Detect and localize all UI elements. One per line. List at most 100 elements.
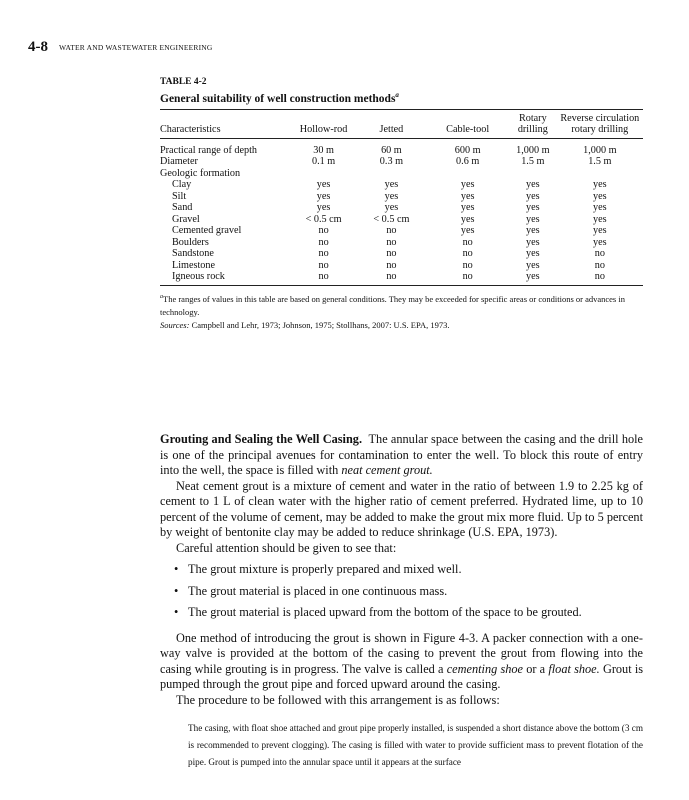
table-cell: no xyxy=(318,259,329,271)
table-row: Limestone no no no yes no xyxy=(160,260,643,272)
table-row: Silt yes yes yes yes yes xyxy=(160,191,643,203)
table-row: Cemented gravel no no yes yes yes xyxy=(160,225,643,237)
table-cell: no xyxy=(556,271,643,286)
body-text: Grouting and Sealing the Well Casing. Th… xyxy=(160,432,643,771)
section-heading: Grouting and Sealing the Well Casing. xyxy=(160,432,363,446)
table-cell: yes xyxy=(593,213,607,225)
table-cell: 0.6 m xyxy=(456,156,480,168)
table-cell: yes xyxy=(526,236,540,248)
table-title-text: General suitability of well construction… xyxy=(160,92,396,105)
table-cell: no xyxy=(594,259,605,271)
table-row: Practical range of depth 30 m 60 m 600 m 1,0… xyxy=(160,138,643,156)
table-row: Clay yes yes yes yes yes xyxy=(160,179,643,191)
paragraph: Careful attention should be given to see… xyxy=(176,540,397,555)
paragraph-text: Grout is pumped through the grout pipe a… xyxy=(160,661,644,692)
table-cell: yes xyxy=(526,190,540,202)
column-header: Jetted xyxy=(356,108,427,139)
table-cell: 30 m xyxy=(313,144,334,156)
paragraph: Neat cement grout is a mixture of cement… xyxy=(160,478,643,540)
table-cell: no xyxy=(386,236,397,248)
footnote-text: The ranges of values in this table are b… xyxy=(160,293,625,317)
paragraph-text: The annular space between the casing and… xyxy=(160,432,643,477)
table-row: Gravel < 0.5 cm < 0.5 cm yes yes yes xyxy=(160,214,643,226)
table-cell: no xyxy=(594,248,605,260)
group-label: Geologic formation xyxy=(160,167,241,179)
table-row: Diameter 0.1 m 0.3 m 0.6 m 1.5 m 1.5 m xyxy=(160,156,643,168)
list-item: The grout material is placed upward from… xyxy=(160,605,643,621)
table-footnote: aThe ranges of values in this table are … xyxy=(160,291,643,319)
table-cell: no xyxy=(462,259,473,271)
running-head: WATER AND WASTEWATER ENGINEERING xyxy=(59,43,213,52)
table-cell: Limestone xyxy=(172,259,216,271)
table-block: TABLE 4-2 General suitability of well co… xyxy=(160,77,643,332)
table-row: Sandstone no no no yes no xyxy=(160,248,643,260)
table-cell: no xyxy=(318,248,329,260)
table-cell: no xyxy=(290,271,357,286)
table-cell: yes xyxy=(593,179,607,191)
table-cell: Practical range of depth xyxy=(160,144,258,156)
table-cell: Cemented gravel xyxy=(172,225,242,237)
table-cell: yes xyxy=(526,248,540,260)
table-cell: 1,000 m xyxy=(516,144,550,156)
table-cell: yes xyxy=(593,190,607,202)
table-cell: 0.1 m xyxy=(311,156,336,168)
footnote-mark: a xyxy=(395,91,399,99)
list-item: The grout material is placed in one cont… xyxy=(160,584,643,600)
table-cell: yes xyxy=(526,213,540,225)
table-cell: yes xyxy=(526,179,540,191)
column-header: Reverse circulation rotary drilling xyxy=(556,108,643,139)
table-cell: yes xyxy=(460,213,475,225)
table-header-row: Characteristics Hollow-rod Jetted Cable-too… xyxy=(160,108,643,139)
emphasis: cementing shoe xyxy=(446,661,523,676)
table-cell: 600 m xyxy=(454,144,481,156)
list-item: The grout mixture is properly prepared a… xyxy=(160,562,643,578)
table-cell: yes xyxy=(460,202,475,214)
extract-text: The casing, with float shoe attached and… xyxy=(188,723,643,767)
table-row: Igneous rock no no no yes no xyxy=(160,271,643,286)
sources-text: Campbell and Lehr, 1973; Johnson, 1975; … xyxy=(191,319,450,330)
table-cell: no xyxy=(462,236,473,248)
table-sources: Sources: Campbell and Lehr, 1973; Johnso… xyxy=(160,319,643,332)
table-cell: yes xyxy=(460,225,475,237)
table-title: General suitability of well construction… xyxy=(160,88,643,106)
table-cell: no xyxy=(318,236,329,248)
data-table: Characteristics Hollow-rod Jetted Cable-too… xyxy=(160,108,643,286)
table-cell: Sandstone xyxy=(172,248,214,260)
table-cell: < 0.5 cm xyxy=(305,213,342,225)
paragraph: Grouting and Sealing the Well Casing. Th… xyxy=(160,432,643,479)
bullet-list: The grout mixture is properly prepared a… xyxy=(160,562,643,621)
table-cell: no xyxy=(386,259,397,271)
table-cell: < 0.5 cm xyxy=(373,213,410,225)
table-cell: no xyxy=(356,271,427,286)
column-header: Rotary drilling xyxy=(508,108,557,139)
table-cell: yes xyxy=(316,190,331,202)
column-header: Cable-tool xyxy=(426,108,509,139)
table-cell: yes xyxy=(460,190,475,202)
table-cell: yes xyxy=(593,202,607,214)
group-row: Geologic formation xyxy=(160,168,643,180)
emphasis: float shoe. xyxy=(548,661,600,676)
table-cell: yes xyxy=(384,179,399,191)
table-cell: yes xyxy=(384,190,399,202)
table-cell: yes xyxy=(526,202,540,214)
paragraph: The procedure to be followed with this a… xyxy=(176,692,500,707)
table-cell: 60 m xyxy=(381,144,402,156)
emphasis: neat cement grout. xyxy=(341,463,433,477)
table-cell: Igneous rock xyxy=(160,271,291,286)
table-cell: yes xyxy=(526,225,540,237)
table-row: Sand yes yes yes yes yes xyxy=(160,202,643,214)
table-cell: yes xyxy=(460,179,475,191)
table-cell: 1.5 m xyxy=(588,156,612,168)
sources-label: Sources: xyxy=(160,319,190,330)
table-cell: yes xyxy=(593,225,607,237)
table-cell: Boulders xyxy=(172,236,209,248)
table-cell: no xyxy=(386,225,397,237)
table-cell: 0.3 m xyxy=(379,156,404,168)
column-header: Hollow-rod xyxy=(290,108,357,139)
table-cell: no xyxy=(386,248,397,260)
table-cell: no xyxy=(462,248,473,260)
table-cell: Gravel xyxy=(172,213,200,225)
table-cell: yes xyxy=(593,236,607,248)
footnote-mark: a xyxy=(160,293,163,300)
